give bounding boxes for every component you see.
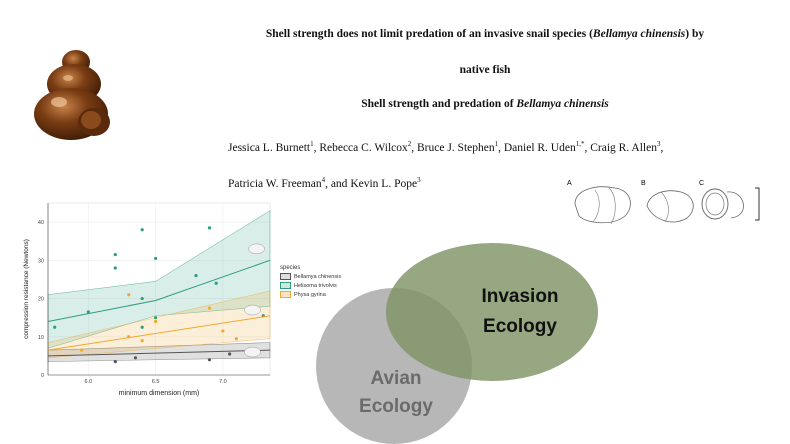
legend-swatch: [280, 291, 291, 298]
author-affiliation: 1: [494, 140, 499, 148]
author-affiliation: 1: [310, 140, 314, 148]
author-name: Rebecca C. Wilcox: [319, 141, 408, 154]
author-name: Jessica L. Burnett: [228, 141, 311, 154]
data-point: [214, 281, 218, 285]
author-affiliation: 2: [407, 140, 412, 148]
data-point: [127, 335, 131, 339]
snail-photo: [34, 50, 110, 140]
legend-item: Physa gyrina: [280, 291, 341, 298]
data-point: [53, 325, 57, 329]
author-name: Kevin L. Pope: [350, 177, 418, 190]
x-tick-label: 7.0: [219, 379, 227, 385]
data-point: [140, 296, 144, 301]
legend-swatch: [280, 282, 291, 289]
legend-label: Physa gyrina: [294, 291, 326, 298]
data-point: [234, 337, 238, 341]
data-point: [140, 339, 144, 343]
y-tick-label: 20: [38, 297, 44, 303]
shell-drawings: A B C: [567, 180, 760, 225]
y-tick-label: 0: [41, 373, 44, 379]
author-name: Craig R. Allen: [590, 141, 657, 154]
x-tick-label: 6.0: [85, 379, 93, 385]
data-point: [140, 228, 144, 232]
author-affiliation: 3: [656, 140, 661, 148]
data-point: [207, 226, 212, 230]
legend-label: Bellamya chinensis: [294, 273, 342, 280]
authors-line1: Jessica L. Burnett1, Rebecca C. Wilcox2,…: [228, 140, 664, 154]
invasion-label-line2: Ecology: [483, 316, 557, 337]
snail-icon: [244, 304, 261, 316]
data-point: [127, 293, 131, 297]
shell-label-a: A: [567, 180, 572, 187]
fit-line: [47, 349, 271, 357]
paper-title-line2: native fish: [459, 64, 511, 76]
y-tick-label: 40: [38, 220, 44, 226]
fit-line: [47, 315, 271, 351]
legend-item: Helisoma trivolvis: [280, 282, 341, 289]
data-point: [80, 348, 84, 352]
author-name: Patricia W. Freeman: [228, 177, 322, 190]
data-point: [154, 316, 158, 320]
data-point: [194, 274, 198, 278]
author-affiliation: 3: [417, 176, 421, 184]
snail-icon: [244, 346, 261, 358]
data-point: [207, 306, 212, 310]
y-tick-label: 30: [38, 258, 44, 264]
legend-swatch: [280, 273, 291, 280]
running-title: Shell strength and predation of Bellamya…: [361, 98, 609, 110]
author-name: Daniel R. Uden: [503, 141, 576, 154]
x-tick-label: 6.5: [152, 379, 160, 385]
venn-diagram: Invasion Ecology Avian Ecology: [316, 243, 598, 444]
shell-label-c: C: [699, 180, 704, 187]
x-axis-label: minimum dimension (mm): [119, 390, 200, 397]
y-tick-label: 10: [38, 335, 44, 341]
author-affiliation: 1,*: [575, 140, 585, 148]
data-point: [140, 325, 144, 329]
authors-line2: Patricia W. Freeman4, and Kevin L. Pope3: [228, 176, 421, 190]
invasion-ecology-circle: [386, 243, 598, 381]
fit-line: [47, 259, 271, 322]
shell-label-b: B: [641, 180, 646, 187]
data-point: [113, 266, 117, 270]
scatter-chart: 0 10 20 30 40 6.0 6.5 7.0 minimum dimension (mm)…: [23, 202, 271, 397]
y-axis-label: compression resistance (Newtons): [23, 239, 30, 339]
data-point: [86, 310, 90, 314]
legend-item: Bellamya chinensis: [280, 273, 341, 280]
author-name: Bruce J. Stephen: [417, 141, 495, 154]
invasion-label-line1: Invasion: [481, 286, 558, 307]
snail-icon: [248, 243, 265, 255]
data-point: [154, 256, 158, 261]
avian-label-line1: Avian: [370, 368, 421, 389]
data-point: [207, 358, 212, 362]
data-point: [228, 352, 232, 356]
chart-legend: species Bellamya chinensis Helisoma triv…: [280, 265, 341, 298]
data-point: [154, 319, 158, 324]
data-point: [133, 356, 138, 360]
data-point: [113, 360, 117, 364]
avian-label-line2: Ecology: [359, 396, 433, 417]
legend-title: species: [280, 265, 301, 271]
data-point: [113, 253, 117, 257]
data-point: [221, 329, 225, 333]
paper-title-line1: Shell strength does not limit predation …: [265, 28, 705, 40]
legend-label: Helisoma trivolvis: [294, 282, 337, 289]
author-affiliation: 4: [321, 176, 326, 184]
